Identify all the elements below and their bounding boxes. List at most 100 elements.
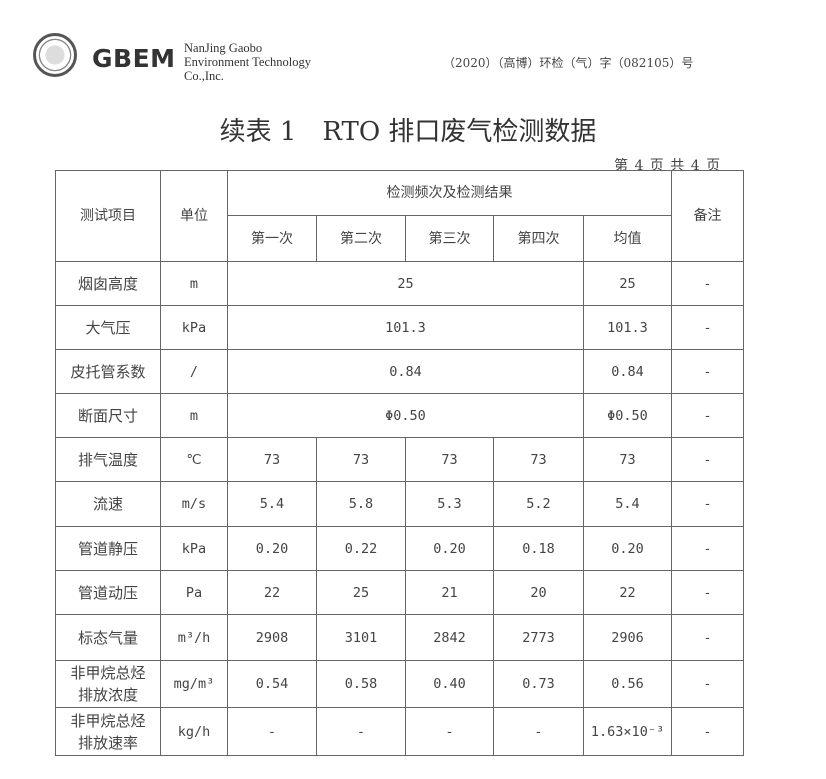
- row-mean: 5.4: [583, 481, 672, 527]
- row-item: 大气压: [55, 305, 161, 350]
- row-unit: Pa: [160, 570, 228, 615]
- row-run-1-value: 73: [227, 437, 317, 482]
- row-remark: -: [671, 349, 744, 394]
- row-unit: kPa: [160, 305, 228, 350]
- company-name-line: NanJing Gaobo: [184, 41, 263, 55]
- row-unit: m/s: [160, 481, 228, 527]
- row-run-4-value: 20: [493, 570, 584, 615]
- row-remark: -: [671, 261, 744, 306]
- row-run-2-value: 25: [316, 570, 406, 615]
- row-unit: mg/m³: [160, 660, 228, 708]
- header-item: 测试项目: [55, 170, 161, 262]
- table-row: 断面尺寸 m Φ0.50 Φ0.50-: [55, 393, 744, 438]
- row-merged-value: 101.3: [227, 305, 584, 350]
- row-run-1-value: -: [227, 707, 317, 756]
- table-row: 皮托管系数/0.84 0.84-: [55, 349, 744, 394]
- row-unit: m: [160, 261, 228, 306]
- header-results-group: 检测频次及检测结果: [227, 170, 672, 216]
- row-run-1-value: 22: [227, 570, 317, 615]
- row-remark: -: [671, 614, 744, 661]
- header-remark: 备注: [671, 170, 744, 262]
- header-unit: 单位: [160, 170, 228, 262]
- table-row: 标态气量 m³/h 2908 3101 2842 2773 2906-: [55, 614, 744, 661]
- row-run-3-value: -: [405, 707, 494, 756]
- row-mean: 0.20: [583, 526, 672, 571]
- table-row: 非甲烷总烃 排放浓度 mg/m³ 0.54 0.58 0.40 0.73 0.56-: [55, 660, 744, 708]
- row-run-4-value: 0.18: [493, 526, 584, 571]
- row-remark: -: [671, 526, 744, 571]
- row-mean: 2906: [583, 614, 672, 661]
- row-unit: m³/h: [160, 614, 228, 661]
- row-run-4-value: 5.2: [493, 481, 584, 527]
- row-merged-value: 0.84: [227, 349, 584, 394]
- row-mean: 0.84: [583, 349, 672, 394]
- row-run-4-value: 2773: [493, 614, 584, 661]
- row-item: 流速: [55, 481, 161, 527]
- row-run-4-value: 73: [493, 437, 584, 482]
- row-unit: kg/h: [160, 707, 228, 756]
- row-run-3-value: 73: [405, 437, 494, 482]
- row-remark: -: [671, 393, 744, 438]
- header-run-2: 第二次: [316, 215, 406, 262]
- row-item: 非甲烷总烃 排放速率: [55, 707, 161, 756]
- row-item: 管道动压: [55, 570, 161, 615]
- row-mean: 25: [583, 261, 672, 306]
- company-name: NanJing Gaobo Environment Technology Co.…: [184, 41, 311, 83]
- row-remark: -: [671, 570, 744, 615]
- row-run-2-value: 0.22: [316, 526, 406, 571]
- row-mean: 0.56: [583, 660, 672, 708]
- row-item: 烟囱高度: [55, 261, 161, 306]
- row-merged-value: Φ0.50: [227, 393, 584, 438]
- row-unit: kPa: [160, 526, 228, 571]
- row-run-2-value: -: [316, 707, 406, 756]
- row-mean: 101.3: [583, 305, 672, 350]
- row-remark: -: [671, 437, 744, 482]
- row-run-1-value: 0.20: [227, 526, 317, 571]
- row-merged-value: 25: [227, 261, 584, 306]
- row-remark: -: [671, 305, 744, 350]
- row-remark: -: [671, 660, 744, 708]
- row-mean: Φ0.50: [583, 393, 672, 438]
- table-row: 排气温度 ℃ 73 73 73 73 73-: [55, 437, 744, 482]
- row-remark: -: [671, 481, 744, 527]
- row-run-2-value: 73: [316, 437, 406, 482]
- company-name-line: Environment Technology: [184, 55, 311, 69]
- row-run-3-value: 0.40: [405, 660, 494, 708]
- row-run-4-value: -: [493, 707, 584, 756]
- row-item: 排气温度: [55, 437, 161, 482]
- row-remark: -: [671, 707, 744, 756]
- row-unit: ℃: [160, 437, 228, 482]
- row-unit: /: [160, 349, 228, 394]
- page-title-text: 续表 1 RTO 排口废气检测数据: [219, 117, 597, 147]
- row-run-3-value: 0.20: [405, 526, 494, 571]
- row-mean: 1.63×10⁻³: [583, 707, 672, 756]
- row-run-1-value: 5.4: [227, 481, 317, 527]
- header-run-1: 第一次: [227, 215, 317, 262]
- row-run-2-value: 0.58: [316, 660, 406, 708]
- row-item: 管道静压: [55, 526, 161, 571]
- row-run-1-value: 0.54: [227, 660, 317, 708]
- row-run-2-value: 3101: [316, 614, 406, 661]
- row-run-3-value: 21: [405, 570, 494, 615]
- row-run-1-value: 2908: [227, 614, 317, 661]
- header-mean: 均值: [583, 215, 672, 262]
- company-name-line: Co.,Inc.: [184, 69, 224, 83]
- row-item: 标态气量: [55, 614, 161, 661]
- row-item: 皮托管系数: [55, 349, 161, 394]
- table-row: 流速 m/s 5.4 5.8 5.3 5.2 5.4-: [55, 481, 744, 527]
- header-run-4: 第四次: [493, 215, 584, 262]
- row-item: 非甲烷总烃 排放浓度: [55, 660, 161, 708]
- row-run-3-value: 2842: [405, 614, 494, 661]
- header-run-3: 第三次: [405, 215, 494, 262]
- row-run-4-value: 0.73: [493, 660, 584, 708]
- row-mean: 22: [583, 570, 672, 615]
- row-unit: m: [160, 393, 228, 438]
- row-item: 断面尺寸: [55, 393, 161, 438]
- page-title: 续表 1 RTO 排口废气检测数据: [0, 111, 826, 148]
- data-table: 测试项目 单位 检测频次及检测结果 备注 第一次 第二次 第三次 第四次 均值 …: [55, 170, 744, 756]
- row-run-2-value: 5.8: [316, 481, 406, 527]
- brand-logo-text: GBEM: [92, 44, 176, 73]
- table-row: 管道动压 Pa 22 25 21 20 22-: [55, 570, 744, 615]
- row-mean: 73: [583, 437, 672, 482]
- table-row: 烟囱高度 m 25 25-: [55, 261, 744, 306]
